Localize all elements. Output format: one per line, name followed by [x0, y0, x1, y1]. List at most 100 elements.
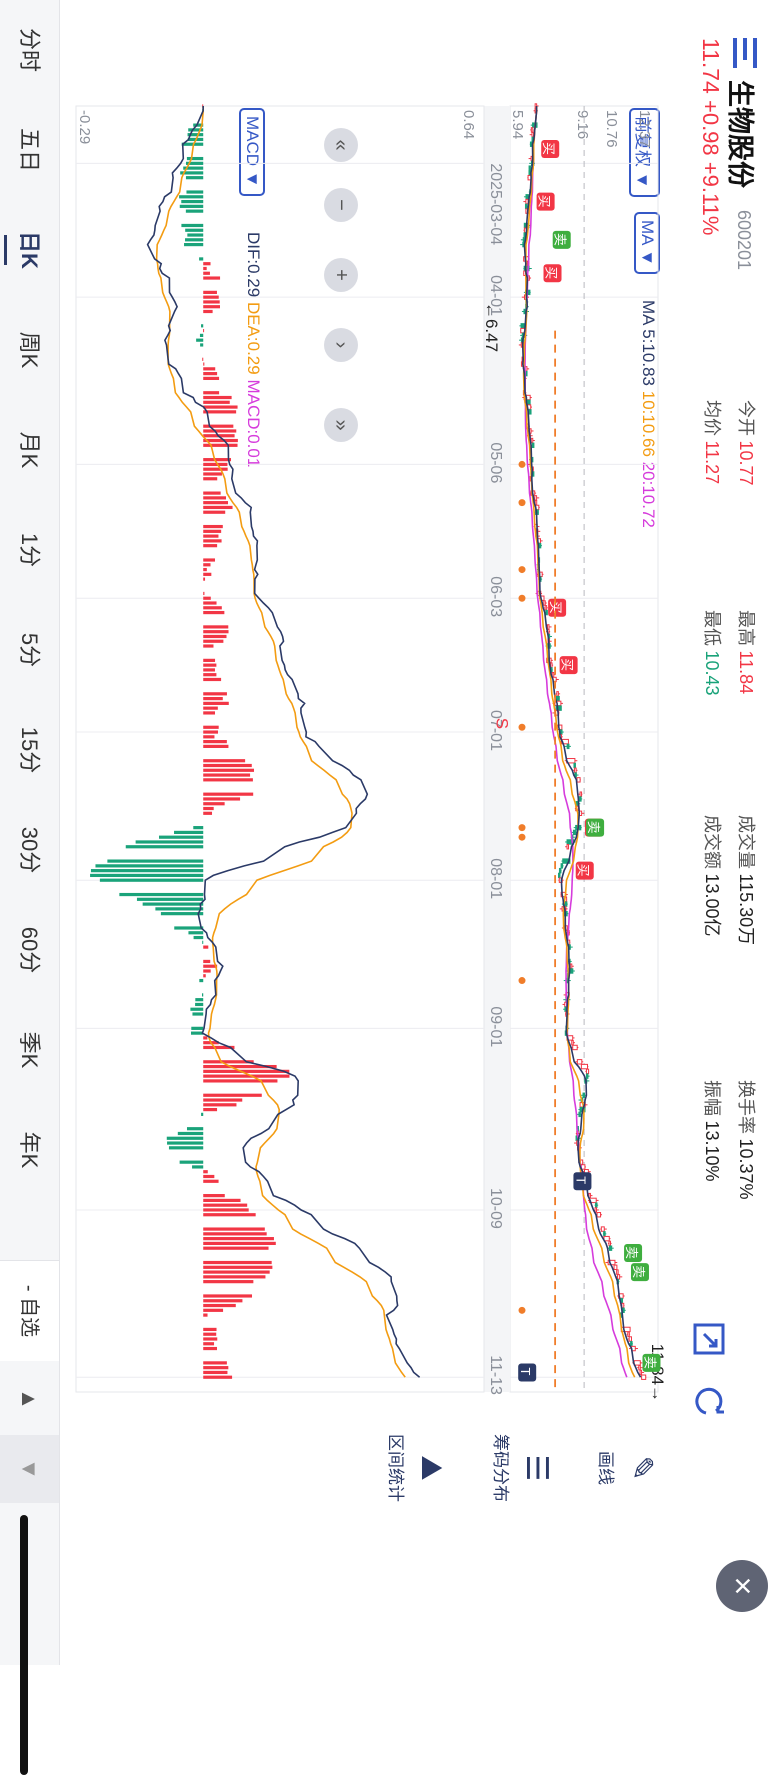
tab-0[interactable]: 分时	[17, 27, 42, 72]
candle-body	[566, 743, 570, 750]
add-watchlist-button[interactable]: - 自选	[0, 1260, 59, 1361]
candle-body	[571, 1039, 574, 1046]
macd-histogram-bar	[203, 276, 221, 280]
macd-histogram-bar	[203, 768, 255, 772]
tab-2[interactable]: 日K	[17, 231, 42, 269]
draw-line-tool[interactable]: ✎ 画线	[595, 1428, 658, 1508]
candle-body	[576, 777, 581, 783]
next-stock-button[interactable]: ▼	[0, 1435, 59, 1503]
buy-marker-label: 买	[543, 266, 558, 279]
sell-marker-label: 卖	[552, 233, 567, 246]
range-stats-tool[interactable]: ⛰ 区间统计	[385, 1428, 448, 1508]
date-tick-label: 2025-03-04	[487, 163, 504, 245]
tab-1[interactable]: 五日	[17, 127, 42, 172]
price-tick-label: 10.76	[603, 110, 620, 148]
candle-body	[600, 1226, 605, 1232]
t-marker-label: T	[573, 1176, 588, 1184]
candle-body	[528, 409, 532, 415]
macd-histogram-bar	[203, 1270, 270, 1274]
signal-dot	[518, 833, 526, 841]
macd-histogram-bar	[203, 467, 228, 471]
macd-histogram-bar	[203, 1203, 248, 1207]
tab-7[interactable]: 15分	[17, 726, 42, 774]
candle-body	[566, 844, 570, 850]
macd-histogram-bar	[203, 410, 237, 414]
buy-marker	[541, 140, 560, 159]
macd-histogram-bar	[203, 262, 211, 266]
tab-11[interactable]: 年K	[17, 1131, 42, 1169]
candle-body	[572, 1044, 578, 1051]
chip-distribution-tool[interactable]: ☰ 筹码分布	[490, 1428, 553, 1508]
macd-histogram-bar	[192, 1012, 204, 1016]
macd-histogram-bar	[203, 974, 206, 978]
macd-histogram-bar	[203, 443, 238, 447]
pan-left-button[interactable]: «	[324, 128, 358, 162]
macd-histogram-bar	[203, 610, 225, 615]
macd-histogram-bar	[203, 1232, 267, 1236]
buy-marker	[536, 192, 555, 211]
range-stats-icon: ⛰	[415, 1455, 448, 1481]
macd-histogram-bar	[203, 959, 211, 964]
macd-histogram-bar	[203, 730, 218, 734]
dea-line	[155, 106, 406, 1378]
buy-marker-label: 买	[540, 142, 555, 155]
macd-histogram-bar	[181, 142, 204, 146]
macd-histogram-bar	[203, 577, 206, 581]
macd-histogram-bar	[195, 998, 204, 1002]
tab-9[interactable]: 60分	[17, 926, 42, 974]
candle-body	[545, 609, 548, 616]
macd-histogram-bar	[203, 501, 229, 505]
date-axis-band	[484, 106, 510, 1392]
macd-histogram-bar	[203, 706, 218, 710]
candle-body	[582, 1092, 586, 1098]
tab-4[interactable]: 月K	[17, 431, 42, 469]
macd-histogram-bar	[203, 1366, 229, 1370]
pan-end-button[interactable]: »	[324, 408, 358, 442]
macd-histogram-bar	[203, 1079, 278, 1083]
prev-stock-button[interactable]: ▲	[17, 1388, 42, 1410]
candle-body	[641, 1374, 647, 1380]
macd-histogram-bar	[184, 242, 204, 247]
macd-histogram-bar	[135, 840, 204, 844]
macd-histogram-bar	[203, 668, 215, 672]
macd-histogram-bar	[119, 892, 204, 897]
tab-3[interactable]: 周K	[17, 331, 42, 369]
tab-8[interactable]: 30分	[17, 826, 42, 874]
menu-icon[interactable]	[732, 38, 758, 68]
fullscreen-icon[interactable]	[692, 1322, 726, 1356]
signal-dot	[518, 1306, 526, 1314]
macd-histogram-bar	[203, 1308, 224, 1312]
macd-histogram-bar	[181, 199, 204, 204]
tab-6[interactable]: 5分	[17, 632, 42, 668]
macd-histogram-bar	[203, 1107, 218, 1112]
candle-body	[520, 323, 525, 329]
candle-body	[613, 1264, 618, 1271]
macd-panel-frame	[75, 105, 485, 1393]
kline-chart[interactable]: 2025-03-04 04-01 05-06 06-03 07-01 08-01 09-01…	[60, 0, 768, 1665]
macd-histogram-bar	[203, 1275, 266, 1279]
macd-histogram-bar	[203, 1265, 273, 1269]
macd-histogram-bar	[181, 223, 204, 228]
zoom-in-button[interactable]: +	[324, 258, 358, 292]
macd-histogram-bar	[193, 826, 204, 830]
tab-10[interactable]: 季K	[17, 1031, 42, 1069]
candle-body	[560, 863, 564, 869]
macd-histogram-bar	[185, 228, 204, 232]
candle-body	[578, 1111, 581, 1118]
candle-body	[580, 1063, 589, 1070]
zoom-out-button[interactable]: −	[324, 188, 358, 222]
macd-histogram-bar	[203, 1361, 227, 1365]
macd-histogram-bar	[203, 740, 227, 744]
macd-histogram-bar	[203, 1208, 249, 1212]
macd-histogram-bar	[203, 692, 227, 696]
pan-right-button[interactable]: ›	[324, 328, 358, 362]
sell-marker	[624, 1243, 643, 1262]
macd-histogram-bar	[203, 367, 216, 371]
macd-histogram-bar	[203, 391, 220, 395]
tab-5[interactable]: 1分	[17, 532, 42, 568]
macd-histogram-bar	[203, 271, 210, 275]
t-marker-label: T	[518, 1367, 533, 1375]
refresh-icon[interactable]	[692, 1384, 726, 1418]
s-marker-label: S	[493, 718, 512, 729]
